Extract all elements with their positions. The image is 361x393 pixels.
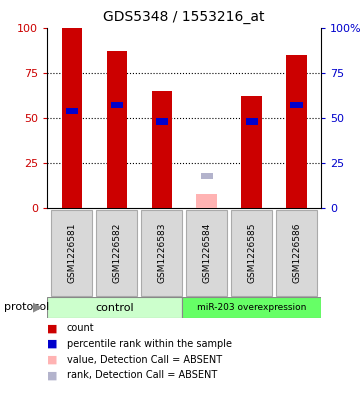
Text: ■: ■ bbox=[47, 354, 57, 365]
Text: miR-203 overexpression: miR-203 overexpression bbox=[197, 303, 306, 312]
Text: control: control bbox=[95, 303, 134, 312]
Bar bbox=[200, 173, 213, 179]
Text: ■: ■ bbox=[47, 370, 57, 380]
Text: GSM1226581: GSM1226581 bbox=[67, 222, 76, 283]
Bar bbox=[182, 297, 321, 318]
Bar bbox=[242, 96, 262, 208]
Text: ▶: ▶ bbox=[33, 301, 43, 314]
Text: ■: ■ bbox=[47, 323, 57, 333]
Bar bbox=[196, 194, 217, 208]
Bar bbox=[96, 210, 137, 296]
Text: GSM1226584: GSM1226584 bbox=[202, 222, 211, 283]
Bar bbox=[110, 102, 123, 108]
Text: protocol: protocol bbox=[4, 302, 49, 312]
Bar bbox=[291, 102, 303, 108]
Bar bbox=[106, 51, 127, 208]
Text: ■: ■ bbox=[47, 339, 57, 349]
Text: GSM1226582: GSM1226582 bbox=[112, 222, 121, 283]
Text: value, Detection Call = ABSENT: value, Detection Call = ABSENT bbox=[67, 354, 222, 365]
Text: GSM1226585: GSM1226585 bbox=[247, 222, 256, 283]
Bar bbox=[47, 297, 182, 318]
Bar bbox=[276, 210, 317, 296]
Bar bbox=[231, 210, 272, 296]
Title: GDS5348 / 1553216_at: GDS5348 / 1553216_at bbox=[103, 10, 265, 24]
Bar bbox=[61, 28, 82, 208]
Text: GSM1226586: GSM1226586 bbox=[292, 222, 301, 283]
Bar bbox=[286, 55, 307, 208]
Bar bbox=[186, 210, 227, 296]
Bar bbox=[152, 91, 172, 208]
Bar bbox=[142, 210, 182, 296]
Bar bbox=[66, 108, 78, 114]
Bar bbox=[245, 118, 258, 125]
Text: GSM1226583: GSM1226583 bbox=[157, 222, 166, 283]
Text: rank, Detection Call = ABSENT: rank, Detection Call = ABSENT bbox=[67, 370, 217, 380]
Text: count: count bbox=[67, 323, 95, 333]
Bar bbox=[156, 118, 168, 125]
Text: percentile rank within the sample: percentile rank within the sample bbox=[67, 339, 232, 349]
Bar bbox=[51, 210, 92, 296]
